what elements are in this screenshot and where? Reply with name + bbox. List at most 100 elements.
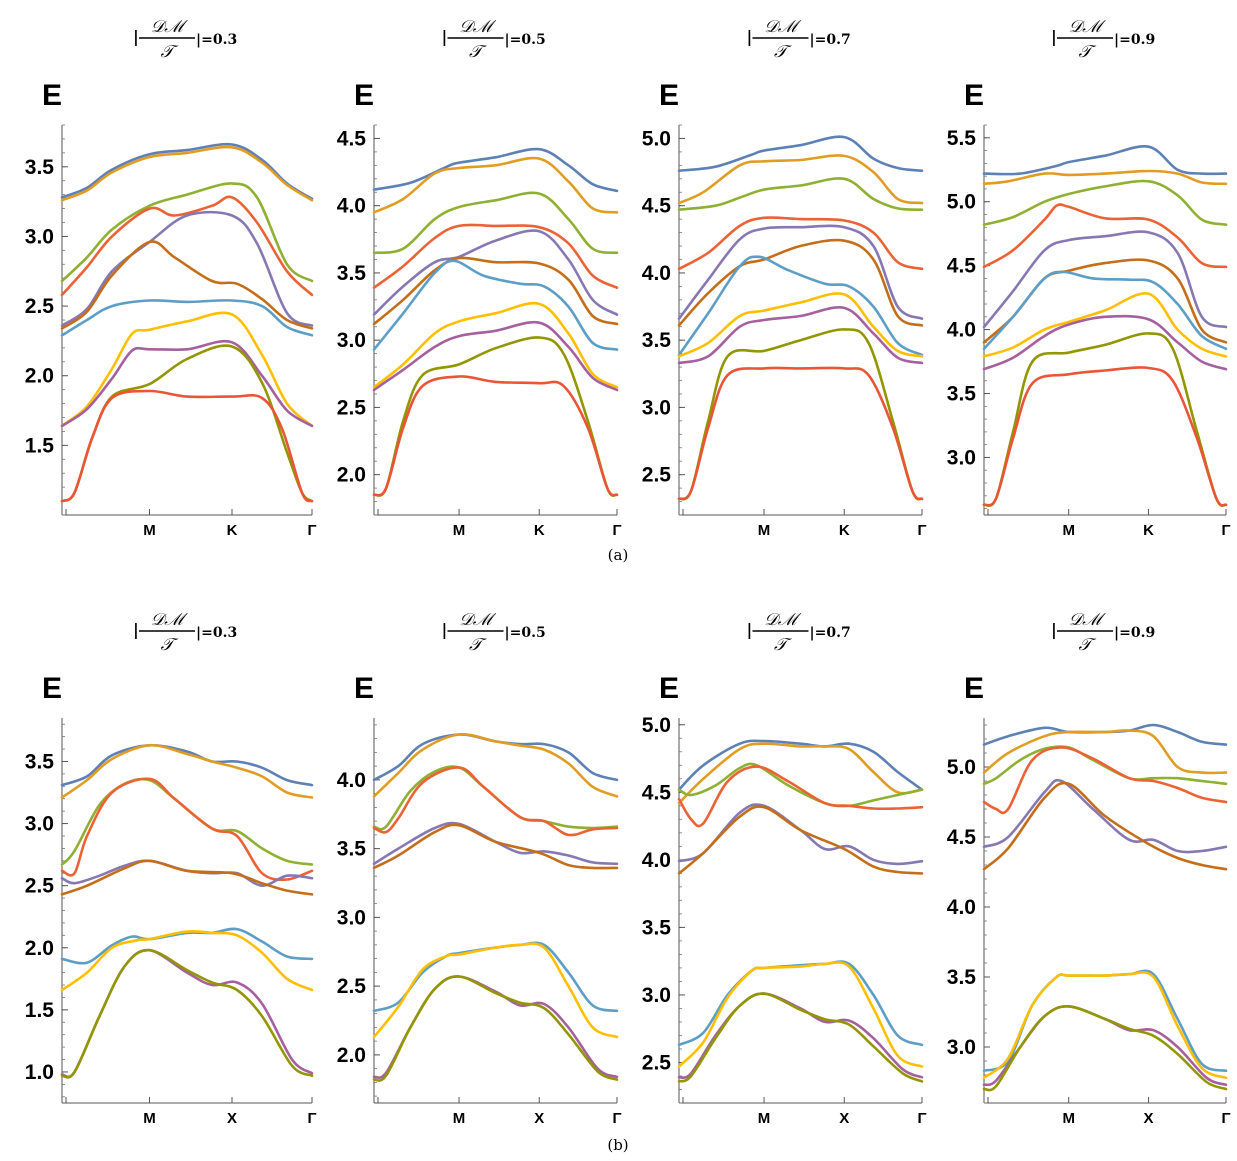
band-line-10 [60,948,314,1079]
band-panel-b-0.9: | 𝒟ℳ 𝒯 |=0.9 E 3.0 3.5 4.0 4.5 5.0 M X Γ [947,610,1231,1127]
title-value: |=0.7 [810,32,851,48]
y-tick-label: 1.0 [25,1061,54,1084]
y-axis-label: E [964,672,984,705]
title-abs-left: | [1051,27,1057,46]
y-tick-label: 2.5 [642,1051,672,1074]
band-line-9 [982,314,1228,371]
x-tick-label: K [839,522,850,539]
band-line-6 [982,258,1228,344]
band-line-10 [677,992,924,1083]
band-line-7 [60,299,314,337]
y-tick-label: 2.5 [337,396,367,419]
y-tick-label: 3.0 [337,906,366,929]
y-tick-label: 3.5 [25,156,55,179]
y-tick-label: 1.5 [25,434,55,457]
title-numerator: 𝒟ℳ [459,610,497,630]
panel-title: | 𝒟ℳ 𝒯 |=0.3 [133,17,237,62]
band-line-4 [677,765,924,828]
band-line-7 [372,259,619,351]
y-tick-label: 3.5 [642,329,672,352]
x-tick-label: Γ [307,522,316,539]
title-numerator: 𝒟ℳ [151,17,189,37]
y-tick-label: 4.0 [642,262,671,285]
band-line-8 [982,971,1228,1080]
band-line-2 [982,729,1228,775]
band-line-3 [677,762,924,808]
band-line-8 [982,292,1228,358]
y-tick-label: 5.0 [642,714,671,737]
band-line-7 [677,255,924,357]
y-tick-label: 4.0 [642,849,671,872]
y-tick-label: 3.5 [642,916,672,939]
title-denominator: 𝒯 [1078,42,1096,62]
y-tick-label: 3.0 [25,813,54,836]
y-tick-label: 2.5 [25,295,55,318]
title-denominator: 𝒯 [774,42,792,62]
y-tick-label: 4.0 [947,896,976,919]
y-axis-label: E [659,79,679,112]
x-tick-label: Γ [612,522,621,539]
y-tick-label: 1.5 [25,999,55,1022]
band-line-2 [60,743,314,799]
panel-title: | 𝒟ℳ 𝒯 |=0.5 [442,610,546,655]
title-abs-left: | [442,620,448,639]
title-value: |=0.5 [505,32,546,48]
band-line-8 [677,292,924,358]
band-line-5 [982,230,1228,329]
band-line-6 [60,859,314,896]
band-line-9 [677,306,924,365]
y-tick-label: 2.0 [25,365,54,388]
band-line-8 [677,961,924,1068]
y-tick-label: 3.5 [25,750,55,773]
x-tick-label: K [1143,522,1154,539]
y-tick-label: 2.0 [25,937,54,960]
band-panel-b-0.3: | 𝒟ℳ 𝒯 |=0.3 E 1.0 1.5 2.0 2.5 3.0 3.5 M X Γ [25,610,317,1127]
y-axis-label: E [964,79,984,112]
title-value: |=0.3 [196,32,237,48]
band-line-7 [982,270,1228,351]
panel-title: | 𝒟ℳ 𝒯 |=0.5 [442,17,546,62]
y-tick-label: 2.5 [25,875,55,898]
y-tick-label: 5.5 [947,127,977,150]
y-tick-label: 4.5 [337,127,367,150]
y-axis-label: E [354,672,374,705]
band-line-4 [677,216,924,271]
band-line-1 [60,743,314,787]
y-tick-label: 3.0 [25,225,54,248]
title-value: |=0.3 [196,625,237,641]
y-tick-label: 5.0 [947,191,976,214]
band-line-5 [372,229,619,316]
y-tick-label: 4.5 [642,195,672,218]
band-line-6 [677,805,924,875]
x-tick-label: Γ [1221,1110,1230,1127]
band-line-8 [372,942,619,1039]
y-tick-label: 5.0 [642,127,671,150]
y-tick-label: 2.0 [337,1044,366,1067]
title-denominator: 𝒯 [469,42,487,62]
band-line-4 [982,746,1228,815]
band-line-3 [372,191,619,255]
x-tick-label: Γ [917,522,926,539]
band-line-7 [372,941,619,1013]
x-tick-label: X [227,1110,237,1127]
band-line-1 [372,147,619,193]
x-tick-label: Γ [612,1110,621,1127]
band-line-9 [372,320,619,392]
title-abs-left: | [747,620,753,639]
band-line-3 [982,179,1228,226]
x-tick-label: M [453,522,466,539]
title-abs-left: | [133,620,139,639]
title-denominator: 𝒯 [160,635,178,655]
band-line-3 [60,182,314,283]
y-axis-label: E [42,672,62,705]
band-line-3 [60,777,314,866]
band-line-5 [677,224,924,320]
band-panel-b-0.7: | 𝒟ℳ 𝒯 |=0.7 E 2.5 3.0 3.5 4.0 4.5 5.0 M X Γ [642,610,927,1127]
x-tick-label: M [1062,522,1075,539]
panel-title: | 𝒟ℳ 𝒯 |=0.7 [747,610,851,655]
y-tick-label: 4.5 [642,781,672,804]
band-panel-a-0.5: | 𝒟ℳ 𝒯 |=0.5 E 2.0 2.5 3.0 3.5 4.0 4.5 M K Γ [337,17,622,539]
band-line-2 [372,733,619,798]
x-tick-label: X [839,1110,849,1127]
title-numerator: 𝒟ℳ [764,610,802,630]
